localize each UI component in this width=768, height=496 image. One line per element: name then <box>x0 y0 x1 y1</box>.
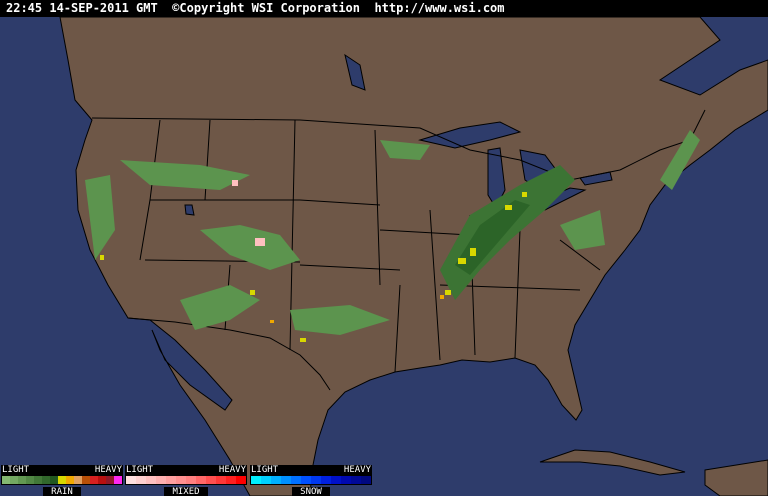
legend-color-swatch <box>281 476 291 484</box>
lake-superior <box>418 121 522 149</box>
mixed-color-scale <box>125 475 247 485</box>
legend-color-swatch <box>2 476 10 484</box>
cuba <box>539 449 686 476</box>
light-rain-areas <box>85 130 700 335</box>
legend-color-swatch <box>26 476 34 484</box>
legend-color-swatch <box>34 476 42 484</box>
legend-color-swatch <box>186 476 196 484</box>
snow-color-scale <box>250 475 372 485</box>
canada-us-border <box>91 109 706 181</box>
legend-color-swatch <box>216 476 226 484</box>
us-mexico-border <box>127 317 331 391</box>
snow-light-label: LIGHT <box>251 465 279 475</box>
legend-color-swatch <box>126 476 136 484</box>
legend-color-swatch <box>50 476 58 484</box>
legend-color-swatch <box>321 476 331 484</box>
hispaniola <box>704 459 768 496</box>
precipitation-map <box>0 17 768 496</box>
state-lines <box>139 119 601 373</box>
ohio-valley-rain-core <box>455 200 530 275</box>
legend-color-swatch <box>106 476 114 484</box>
legend-color-swatch <box>136 476 146 484</box>
legend-color-swatch <box>90 476 98 484</box>
legend-color-swatch <box>261 476 271 484</box>
legend-color-swatch <box>114 476 122 484</box>
legend-color-swatch <box>291 476 301 484</box>
rain-heavy-label: HEAVY <box>94 465 122 475</box>
rain-legend: LIGHT HEAVY RAIN <box>1 465 123 496</box>
rain-color-scale <box>1 475 123 485</box>
great-salt-lake <box>184 204 195 216</box>
snow-legend: LIGHT HEAVY SNOW <box>250 465 372 496</box>
legend-color-swatch <box>98 476 106 484</box>
mixed-precip-cells <box>232 180 265 246</box>
legend-color-swatch <box>236 476 246 484</box>
legend-color-swatch <box>351 476 361 484</box>
mixed-heavy-label: HEAVY <box>218 465 246 475</box>
legend-color-swatch <box>226 476 236 484</box>
mixed-legend: LIGHT HEAVY MIXED <box>125 465 247 496</box>
legend-color-swatch <box>18 476 26 484</box>
legend-color-swatch <box>66 476 74 484</box>
snow-heavy-label: HEAVY <box>343 465 371 475</box>
timestamp-copyright-bar: 22:45 14-SEP-2011 GMT ©Copyright WSI Cor… <box>0 0 768 17</box>
legend-color-swatch <box>271 476 281 484</box>
legend-color-swatch <box>176 476 186 484</box>
legend-color-swatch <box>58 476 66 484</box>
legend-color-swatch <box>331 476 341 484</box>
mixed-legend-title: MIXED <box>164 487 208 496</box>
legend-color-swatch <box>196 476 206 484</box>
legend-color-swatch <box>341 476 351 484</box>
legend-color-swatch <box>251 476 261 484</box>
borders <box>91 109 706 391</box>
legend-color-swatch <box>74 476 82 484</box>
legend-color-swatch <box>10 476 18 484</box>
legend-color-swatch <box>42 476 50 484</box>
snow-legend-title: SNOW <box>292 487 330 496</box>
mixed-light-label: LIGHT <box>126 465 154 475</box>
rain-legend-title: RAIN <box>43 487 81 496</box>
legend-color-swatch <box>82 476 90 484</box>
rain-light-label: LIGHT <box>2 465 30 475</box>
legend-color-swatch <box>166 476 176 484</box>
legend-color-swatch <box>206 476 216 484</box>
lake-winnipeg <box>344 53 366 91</box>
legend-color-swatch <box>311 476 321 484</box>
legend-color-swatch <box>146 476 156 484</box>
legend-color-swatch <box>301 476 311 484</box>
legend-color-swatch <box>156 476 166 484</box>
precipitation-echoes <box>85 130 700 342</box>
legend-color-swatch <box>361 476 371 484</box>
